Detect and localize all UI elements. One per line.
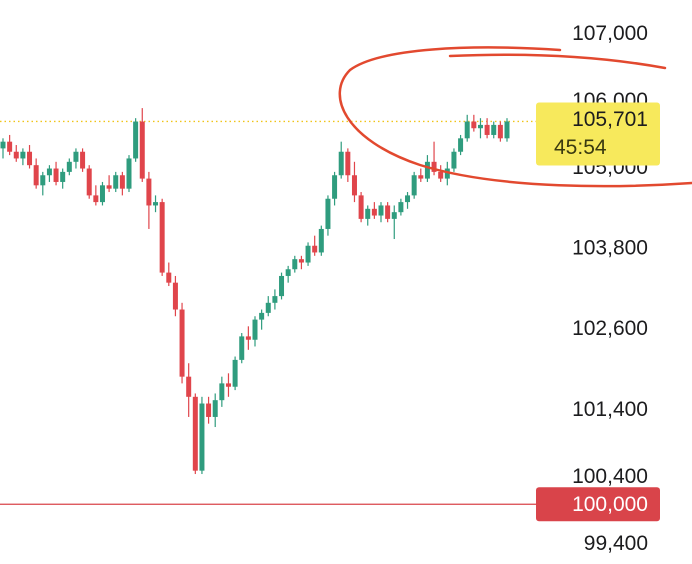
candle-body xyxy=(464,121,470,139)
candle-body xyxy=(199,403,205,471)
candle-body xyxy=(252,319,258,340)
candle-body xyxy=(497,124,503,139)
candle-body xyxy=(27,151,33,166)
candle-body xyxy=(484,124,490,135)
candle-body xyxy=(13,151,19,159)
candle-body xyxy=(53,168,59,182)
candle-body xyxy=(60,171,66,182)
candle-body xyxy=(391,212,397,219)
candle-body xyxy=(371,208,377,216)
candle-body xyxy=(139,121,145,179)
candle-body xyxy=(504,121,510,139)
candle-body xyxy=(424,161,430,179)
candle-body xyxy=(477,124,483,129)
candle-body xyxy=(93,195,99,203)
y-tick-label: 107,000 xyxy=(572,22,648,45)
price-axis: 107,000106,000105,000103,800102,600101,4… xyxy=(572,22,648,555)
candle-body xyxy=(259,312,265,320)
plot-area xyxy=(0,108,536,505)
candle-body xyxy=(298,259,304,263)
price-tag-label: 105,701 xyxy=(572,108,648,131)
candle-body xyxy=(192,396,198,471)
candle-body xyxy=(345,151,351,176)
candle-body xyxy=(398,202,404,213)
candle-body xyxy=(365,208,371,219)
candle-body xyxy=(86,168,92,196)
price-tags: 105,701 45:54 100,000 xyxy=(536,102,660,522)
candle-body xyxy=(451,151,457,169)
candle-body xyxy=(458,138,464,152)
candle-body xyxy=(133,121,139,159)
candle-body xyxy=(358,195,364,219)
candle-body xyxy=(351,175,357,196)
candle-body xyxy=(318,228,324,253)
countdown-label: 45:54 xyxy=(554,136,607,159)
candle-body xyxy=(385,205,391,219)
candle-body xyxy=(113,175,119,189)
candle-body xyxy=(73,151,79,162)
candle-body xyxy=(206,403,212,417)
reference-tag xyxy=(536,487,660,522)
candle-body xyxy=(378,205,384,216)
candle-body xyxy=(312,245,318,253)
candle-body xyxy=(285,269,291,276)
candle-body xyxy=(405,195,411,203)
candle-body xyxy=(292,259,298,270)
y-tick-label: 101,400 xyxy=(572,398,648,421)
candle-body xyxy=(99,185,105,203)
candle-body xyxy=(66,161,72,172)
y-tick-label: 99,400 xyxy=(584,532,648,555)
candle-body xyxy=(239,336,245,360)
candle-body xyxy=(106,185,112,189)
candle-body xyxy=(471,121,477,129)
candle-body xyxy=(225,383,231,387)
reference-tag-label: 100,000 xyxy=(572,493,648,516)
y-tick-label: 102,600 xyxy=(572,317,648,340)
candle-body xyxy=(438,171,444,179)
candle-body xyxy=(332,175,338,199)
candle-body xyxy=(153,202,159,206)
hand-drawn-circle xyxy=(338,46,692,188)
candle-body xyxy=(146,178,152,206)
candle-body xyxy=(212,400,218,417)
candle-body xyxy=(126,158,132,189)
candle-body xyxy=(305,245,311,263)
candle-body xyxy=(245,336,251,340)
candle-body xyxy=(219,383,225,401)
candle-body xyxy=(33,165,39,186)
candle-body xyxy=(444,168,450,179)
y-tick-label: 103,800 xyxy=(572,237,648,260)
candle-body xyxy=(411,175,417,196)
candle-body xyxy=(265,302,271,313)
candle-body xyxy=(431,161,437,172)
candle-body xyxy=(418,175,424,179)
y-tick-label: 100,400 xyxy=(572,465,648,488)
candle-body xyxy=(172,282,178,310)
candle-body xyxy=(46,168,52,176)
candle-body xyxy=(159,202,165,273)
candle-body xyxy=(279,275,285,297)
candle-body xyxy=(491,124,497,135)
candle-body xyxy=(119,175,125,189)
candle-body xyxy=(166,272,172,283)
candle-body xyxy=(7,141,13,152)
candle-body xyxy=(0,141,6,149)
candle-body xyxy=(338,151,344,176)
candle-body xyxy=(80,151,86,169)
candle-body xyxy=(186,376,192,397)
price-tag xyxy=(536,102,660,166)
candle-body xyxy=(272,296,278,303)
candle-body xyxy=(179,309,185,377)
candle-body xyxy=(232,359,238,387)
candle-body xyxy=(20,151,26,159)
candle-body xyxy=(40,175,46,186)
candle-body xyxy=(325,198,331,229)
